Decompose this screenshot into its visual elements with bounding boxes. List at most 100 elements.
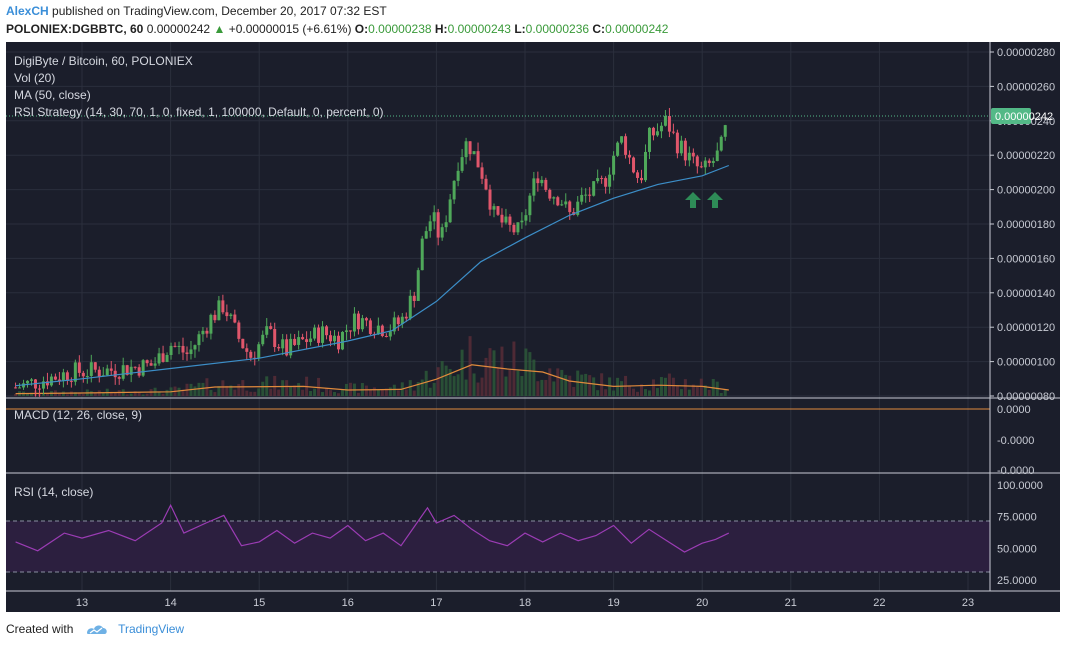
candle-body [229, 314, 233, 317]
last-price-badge-text: 0.00000242 [995, 111, 1053, 123]
time-tick-label: 20 [696, 597, 708, 609]
candle-body [711, 161, 715, 163]
volume-bar [408, 380, 412, 396]
candle-body [121, 365, 125, 379]
volume-bar [683, 379, 687, 396]
volume-bar [281, 380, 285, 396]
candle-body [548, 189, 552, 199]
volume-bar [261, 381, 265, 396]
volume-bar [93, 392, 97, 396]
volume-bar [532, 359, 536, 396]
buy-arrow-icon [685, 192, 701, 208]
candle-body [388, 331, 392, 337]
candle-body [145, 360, 149, 364]
close-value: 0.00000242 [605, 22, 669, 36]
candle-body [53, 376, 57, 380]
candle-body [444, 222, 448, 228]
candle-body [293, 338, 297, 345]
candle-body [612, 155, 616, 175]
candle-body [301, 337, 305, 340]
time-tick-label: 15 [253, 597, 265, 609]
last-price: 0.00000242 [146, 22, 211, 36]
volume-bar [432, 382, 436, 396]
volume-bar [596, 390, 600, 396]
volume-bar [317, 377, 321, 396]
candle-body [241, 338, 245, 349]
chart-canvas[interactable]: 0.000002800.000002600.000002400.00000220… [0, 40, 1067, 615]
candle-body [45, 381, 49, 386]
candle-body [325, 326, 329, 336]
volume-bar [500, 346, 504, 396]
candle-body [504, 216, 508, 223]
volume-bar [723, 390, 727, 396]
volume-bar [460, 349, 464, 396]
candle-body [608, 174, 612, 187]
volume-bar [412, 390, 416, 396]
volume-bar [628, 385, 632, 396]
buy-arrow-icon [707, 192, 723, 208]
candle-body [125, 365, 129, 375]
volume-bar [368, 389, 372, 396]
volume-bar [719, 392, 723, 396]
volume-bar [233, 389, 237, 396]
symbol-line: POLONIEX:DGBBTC, 60 0.00000242 ▲ +0.0000… [6, 22, 668, 36]
macd-axis: 0.0000 -0.0000 -0.0000 [997, 404, 1034, 477]
price-tick-label: 0.00000120 [997, 322, 1055, 334]
time-axis[interactable]: 13 14 15 16 17 18 19 20 21 22 23 [76, 597, 974, 609]
volume-bar [277, 389, 281, 396]
candles [14, 107, 727, 397]
volume-bar [564, 374, 568, 396]
legend-ma: MA (50, close) [14, 88, 91, 102]
volume-bar [592, 377, 596, 396]
volume-bar [464, 379, 468, 396]
time-tick-label: 17 [430, 597, 442, 609]
candle-body [616, 142, 620, 156]
candle-body [460, 157, 464, 171]
candle-body [683, 140, 687, 161]
price-tick-label: 0.00000080 [997, 391, 1055, 403]
volume-bar [384, 388, 388, 396]
candle-body [26, 380, 30, 384]
volume-bar [161, 393, 165, 396]
candle-body [85, 375, 89, 377]
volume-bar [241, 380, 245, 396]
volume-bar [289, 386, 293, 396]
volume-bar [269, 388, 273, 396]
candle-body [277, 347, 281, 349]
candle-body [448, 199, 452, 223]
volume-bar [608, 377, 612, 396]
tradingview-link[interactable]: TradingView [118, 622, 185, 636]
candle-body [404, 316, 408, 319]
candle-body [265, 326, 269, 335]
candle-body [117, 377, 121, 379]
macd-tick-label: 0.0000 [997, 404, 1031, 416]
candle-body [376, 325, 380, 335]
volume-bar [201, 382, 205, 396]
price-axis[interactable]: 0.000002800.000002600.000002400.00000220… [990, 47, 1055, 403]
candle-body [691, 152, 695, 157]
candle-body [352, 313, 356, 332]
volume-bar [472, 373, 476, 396]
candle-body [237, 322, 241, 339]
volume-bar [297, 383, 301, 396]
volume-bar [380, 389, 384, 396]
candle-body [173, 345, 177, 347]
legend-vol: Vol (20) [14, 71, 55, 85]
volume-bar [416, 381, 420, 396]
author-link[interactable]: AlexCH [6, 4, 49, 18]
candle-body [667, 115, 671, 132]
candle-body [73, 362, 77, 382]
low-value: 0.00000236 [525, 22, 590, 36]
volume-bar [141, 394, 145, 396]
volume-bar [640, 384, 644, 396]
macd-tick-label: -0.0000 [997, 435, 1034, 447]
volume-bar [253, 391, 257, 396]
price-tick-label: 0.00000260 [997, 81, 1055, 93]
candle-body [428, 221, 432, 232]
price-tick-label: 0.00000100 [997, 357, 1055, 369]
volume-bar [356, 392, 360, 396]
time-tick-label: 18 [519, 597, 531, 609]
volume-bar [452, 376, 456, 396]
price-tick-label: 0.00000140 [997, 288, 1055, 300]
candle-body [412, 295, 416, 301]
